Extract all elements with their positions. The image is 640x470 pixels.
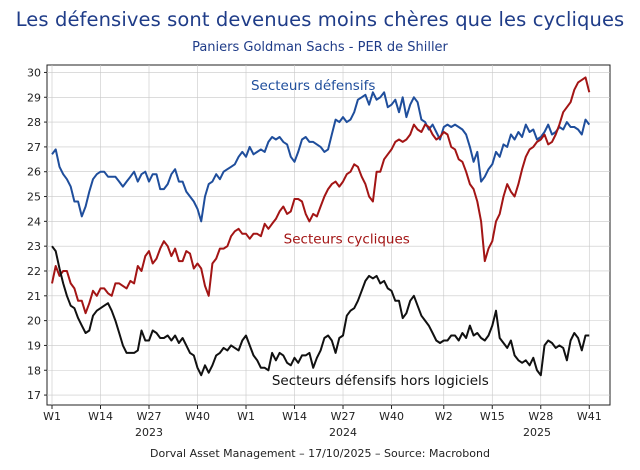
x-axis: W1 W14 W27 W40 W1 W14 W27 W40 W2 W15 W28 W41 2023 202… [43, 405, 602, 439]
series-label-3: Secteurs défensifs hors logiciels [272, 373, 489, 389]
y-tick-label: 30 [27, 66, 41, 79]
chart-source: Dorval Asset Management – 17/10/2025 – S… [150, 447, 490, 460]
x-year-label: 2024 [329, 426, 357, 439]
chart-title: Les défensives sont devenues moins chère… [15, 8, 625, 31]
plot-area-frame [46, 64, 611, 406]
y-tick-label: 26 [27, 166, 41, 179]
y-tick-label: 22 [27, 265, 41, 278]
x-tick-label: W27 [331, 410, 356, 423]
chart-subtitle: Paniers Goldman Sachs - PER de Shiller [192, 40, 448, 55]
series-line-3 [51, 245, 590, 377]
y-tick-label: 24 [27, 215, 41, 228]
x-tick-label: W15 [480, 410, 505, 423]
x-tick-label: W41 [577, 410, 602, 423]
series-line-1 [51, 91, 591, 223]
y-tick-label: 18 [27, 364, 41, 377]
x-tick-label: W2 [435, 410, 453, 423]
y-tick-label: 27 [27, 141, 41, 154]
x-year-label: 2025 [523, 426, 551, 439]
y-tick-label: 28 [27, 116, 41, 129]
x-tick-label: W1 [237, 410, 255, 423]
series-line-2 [51, 76, 591, 315]
x-tick-label: W27 [137, 410, 162, 423]
x-tick-label: W14 [88, 410, 113, 423]
y-tick-label: 25 [27, 191, 41, 204]
y-tick-label: 29 [27, 91, 41, 104]
y-tick-label: 21 [27, 290, 41, 303]
y-tick-label: 23 [27, 240, 41, 253]
x-tick-label: W1 [43, 410, 61, 423]
y-tick-label: 19 [27, 339, 41, 352]
x-tick-label: W28 [528, 410, 553, 423]
y-tick-label: 20 [27, 315, 41, 328]
x-tick-label: W14 [282, 410, 307, 423]
series-labels: Secteurs défensifs Secteurs cycliques Sect… [251, 78, 489, 389]
x-tick-label: W40 [185, 410, 210, 423]
x-tick-label: W40 [379, 410, 404, 423]
x-year-label: 2023 [135, 426, 163, 439]
grid-layer [47, 65, 610, 405]
series-layer [51, 76, 591, 377]
y-tick-label: 17 [27, 389, 41, 402]
y-axis: 17 18 19 20 21 22 23 24 25 26 27 28 29 30 [27, 66, 47, 402]
series-label-2: Secteurs cycliques [284, 232, 410, 248]
series-label-1: Secteurs défensifs [251, 78, 375, 94]
